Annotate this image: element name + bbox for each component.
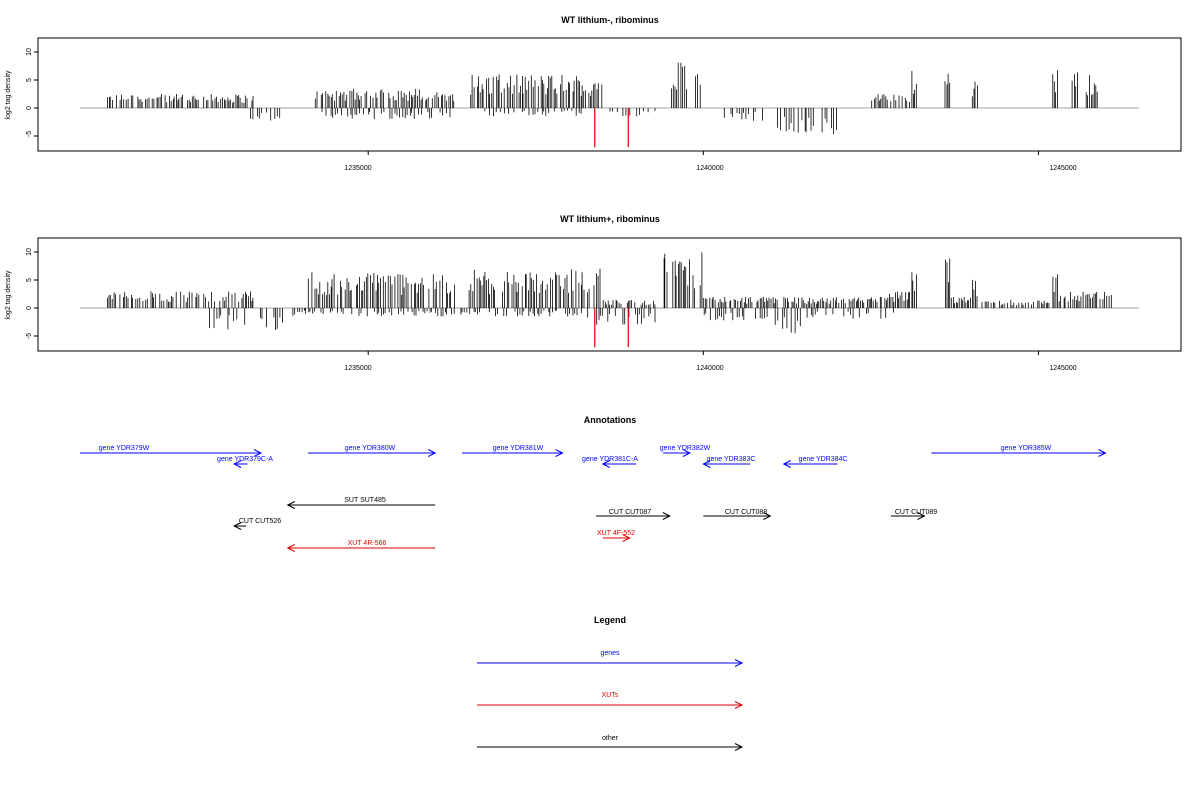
panel-2-ytick-label: -5 <box>26 333 33 339</box>
panel-2-bars <box>107 252 1112 348</box>
legend-arrow-head <box>734 743 744 751</box>
feature-arrow-head <box>662 512 671 520</box>
panel-2-ytick-label: 5 <box>26 278 33 282</box>
feature-label: gene YDR379C-A <box>217 456 273 463</box>
panel-1-ylabel: log2 tag density <box>5 70 12 120</box>
feature-arrow-head <box>702 460 711 468</box>
legend-arrow-head <box>734 701 744 709</box>
feature-arrow-head <box>286 501 296 509</box>
feature-arrow-head <box>253 449 263 457</box>
feature-arrow-head <box>601 460 611 468</box>
annotations-title: Annotations <box>584 415 637 425</box>
feature-label: gene YDR380W <box>345 445 396 452</box>
feature-label: gene YDR381C-A <box>582 456 638 463</box>
feature-arrow-head <box>428 449 437 457</box>
feature-label: CUT CUT526 <box>239 518 281 525</box>
feature-arrow-head <box>1098 449 1107 457</box>
panel-2-xtick-label: 1240000 <box>696 365 723 372</box>
feature-label: SUT SUT485 <box>344 497 386 504</box>
feature-arrow-head <box>763 512 772 520</box>
feature-label: gene YDR383C <box>707 456 756 463</box>
panel-1-ytick-label: 5 <box>26 78 33 82</box>
panel-2-ylabel: log2 tag density <box>5 270 12 320</box>
panel-2-title: WT lithium+, ribominus <box>560 214 660 224</box>
legend-entry-label: other <box>602 735 619 742</box>
panel-1-bars <box>107 62 1098 148</box>
legend-entry-label: XUTs <box>602 692 619 699</box>
feature-label: CUT CUT087 <box>609 509 651 516</box>
feature-arrow-head <box>782 460 791 468</box>
feature-label: XUT 4F-552 <box>597 530 635 537</box>
feature-label: gene YDR381W <box>493 445 544 452</box>
panel-1-xtick-label: 1240000 <box>696 165 723 172</box>
feature-label: gene YDR385W <box>1001 445 1052 452</box>
panel-2-xtick-label: 1245000 <box>1049 365 1076 372</box>
panel-1-frame <box>37 37 1182 152</box>
panel-1-title: WT lithium-, ribominus <box>561 15 659 25</box>
legend-arrow-head <box>734 659 744 667</box>
legend-entry-label: genes <box>600 650 620 657</box>
annotation-arrows <box>80 449 1107 552</box>
feature-arrow-head <box>233 460 242 468</box>
feature-label: gene YDR379W <box>99 445 150 452</box>
panel-2: WT lithium+, ribominus -5 0 5 10 log2 ta… <box>5 214 1182 372</box>
feature-arrow-head <box>622 534 631 542</box>
legend-arrows <box>477 659 744 751</box>
panel-1-xtick-label: 1245000 <box>1049 165 1076 172</box>
feature-arrow-head <box>286 544 296 552</box>
annotations-panel: Annotations gene YDR379W gene YDR379C-A … <box>80 415 1107 552</box>
panel-1-ytick-label: -5 <box>26 131 33 137</box>
feature-arrow-head <box>555 449 564 457</box>
feature-arrow-head <box>233 522 242 530</box>
panel-2-ytick-label: 10 <box>26 248 33 256</box>
panel-1-ytick-label: 0 <box>26 106 33 110</box>
feature-arrow-head <box>682 449 692 457</box>
legend-panel: Legend genes XUTs other <box>477 615 744 751</box>
legend-title: Legend <box>594 615 626 625</box>
feature-label: CUT CUT088 <box>725 509 767 516</box>
feature-label: gene YDR384C <box>799 456 848 463</box>
feature-label: XUT 4R-566 <box>348 540 387 547</box>
panel-2-frame <box>37 237 1182 352</box>
feature-arrow-head <box>917 512 926 520</box>
feature-label: CUT CUT089 <box>895 509 937 516</box>
panel-1-xtick-label: 1235000 <box>344 165 371 172</box>
panel-1: WT lithium-, ribominus -5 0 5 10 log2 ta… <box>5 15 1182 172</box>
feature-label: gene YDR382W <box>660 445 711 452</box>
panel-1-ytick-label: 10 <box>26 48 33 56</box>
panel-2-xtick-label: 1235000 <box>344 365 371 372</box>
panel-2-ytick-label: 0 <box>26 306 33 310</box>
